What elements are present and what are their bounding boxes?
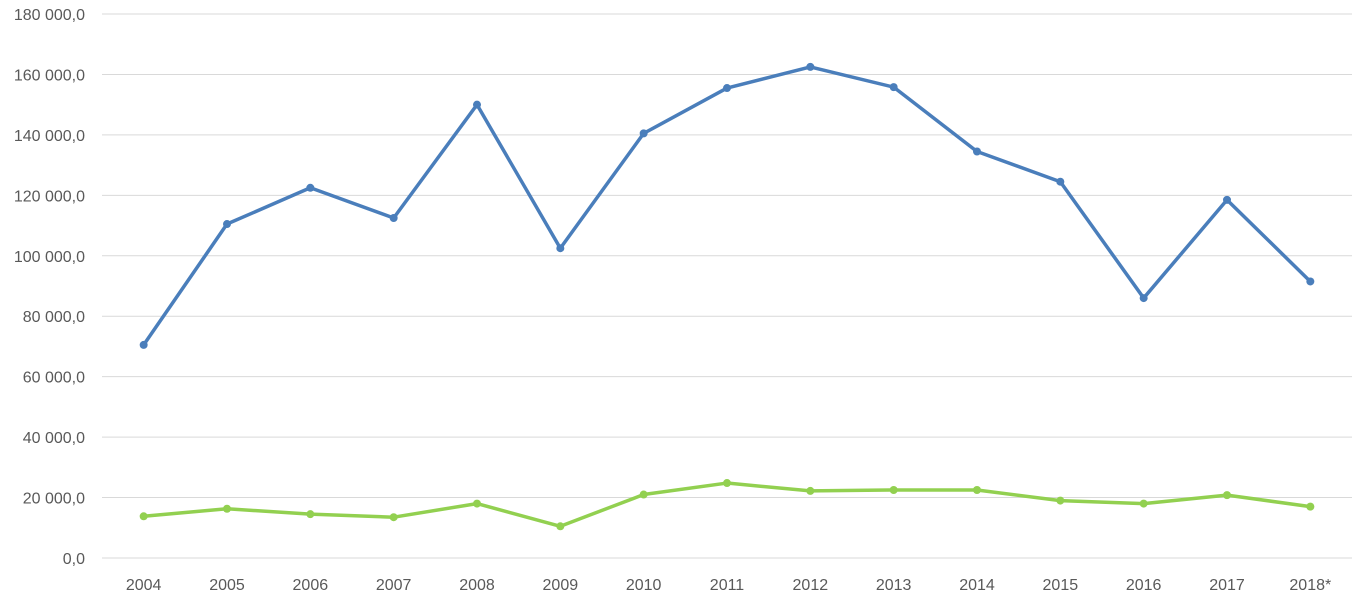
series-1-point	[1223, 195, 1231, 204]
x-axis-tick-labels: 2004 2005 2006 2007 2008 2009 2010 2011 2012 2013…	[126, 577, 1331, 594]
x-tick-label: 2005	[209, 577, 245, 594]
series-1-point	[1056, 177, 1065, 186]
series-1-point	[139, 340, 148, 349]
x-tick-label: 2011	[710, 577, 745, 594]
series-1-point	[223, 220, 231, 229]
series-2-point	[306, 510, 315, 519]
x-tick-label: 2012	[793, 577, 829, 594]
series-2-point	[139, 512, 148, 521]
series-group	[139, 62, 1315, 531]
series-1-point	[1139, 294, 1148, 303]
series-line-1	[141, 65, 1313, 347]
series-2-point	[1306, 502, 1315, 511]
series-1-point	[723, 84, 731, 93]
y-tick-label: 120 000,0	[14, 188, 85, 205]
y-tick-label: 100 000,0	[14, 249, 85, 266]
series-2-point	[1223, 491, 1231, 500]
y-tick-label: 160 000,0	[14, 67, 85, 84]
series-2-point	[389, 513, 398, 522]
gridlines	[102, 13, 1352, 559]
series-1-point	[389, 214, 398, 222]
series-2-point	[723, 479, 731, 488]
x-tick-label: 2009	[543, 577, 579, 594]
y-tick-label: 20 000,0	[23, 491, 85, 508]
x-tick-label: 2010	[626, 577, 662, 594]
y-tick-label: 140 000,0	[14, 128, 85, 145]
series-1-point	[973, 147, 981, 156]
x-tick-label: 2007	[376, 577, 412, 594]
series-2-point	[889, 486, 898, 494]
x-tick-label: 2015	[1043, 577, 1079, 594]
series-1-point	[806, 62, 815, 71]
y-tick-label: 40 000,0	[23, 430, 85, 447]
series-1-point	[639, 129, 648, 138]
series-2-point	[223, 504, 231, 513]
x-tick-label: 2004	[126, 577, 162, 594]
y-axis-tick-labels: 0,0 20 000,0 40 000,0 60 000,0 80 000,0 100 0…	[14, 7, 85, 568]
series-2-point	[806, 486, 815, 495]
series-2-point	[973, 486, 981, 494]
x-tick-label: 2018*	[1289, 577, 1331, 594]
series-2-point	[556, 522, 565, 531]
x-tick-label: 2017	[1209, 577, 1245, 594]
series-1-point	[889, 83, 898, 92]
x-tick-label: 2016	[1126, 577, 1162, 594]
series-1-point	[556, 244, 565, 253]
series-1-point	[1306, 277, 1315, 286]
series-2-point	[473, 499, 481, 508]
x-tick-label: 2013	[876, 577, 912, 594]
y-tick-label: 80 000,0	[23, 309, 85, 326]
y-tick-label: 180 000,0	[14, 7, 85, 24]
x-tick-label: 2014	[959, 577, 995, 594]
y-tick-label: 60 000,0	[23, 370, 85, 387]
series-2-point	[639, 490, 648, 499]
y-tick-label: 0,0	[63, 551, 85, 568]
series-2-point	[1139, 499, 1148, 508]
series-1-point	[473, 100, 481, 109]
series-line-2	[141, 481, 1313, 529]
series-1-point	[306, 183, 315, 192]
series-2-point	[1056, 496, 1065, 505]
x-tick-label: 2006	[293, 577, 329, 594]
x-tick-label: 2008	[459, 577, 495, 594]
